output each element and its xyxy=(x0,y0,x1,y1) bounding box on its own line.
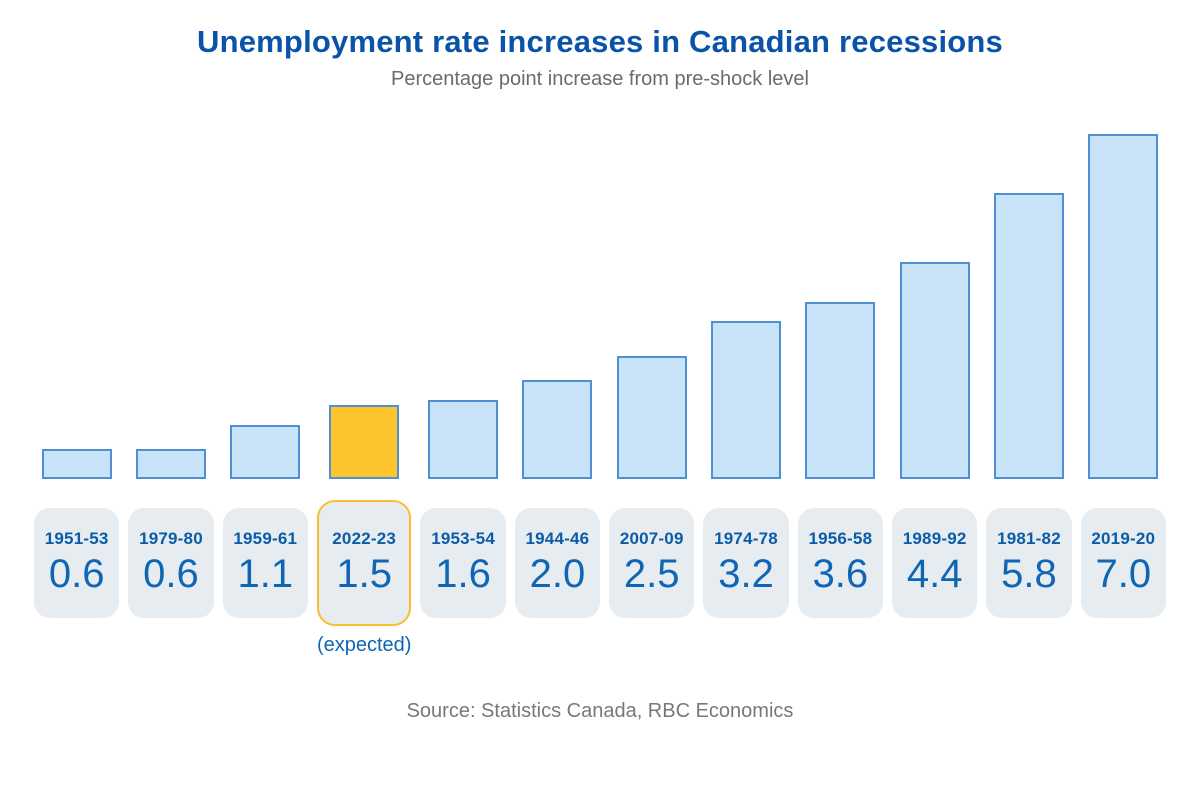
label-box-1944-46: 1944-46 2.0 xyxy=(514,508,601,618)
label-box-1974-78: 1974-78 3.2 xyxy=(703,508,789,618)
bar-area-2019-20 xyxy=(1081,129,1166,479)
label-box-wrap-1953-54: 1953-54 1.6 xyxy=(420,500,506,626)
bar-1989-92 xyxy=(899,262,970,479)
bar-area-1974-78 xyxy=(703,129,788,479)
chart-column-1959-61: 1959-61 1.1 xyxy=(222,129,308,666)
label-box-wrap-2007-09: 2007-09 2.5 xyxy=(609,500,695,626)
chart-title: Unemployment rate increases in Canadian … xyxy=(197,24,1003,59)
value-label-1979-80: 0.6 xyxy=(143,552,199,596)
label-box-1951-53: 1951-53 0.6 xyxy=(34,508,120,618)
bar-2007-09 xyxy=(616,356,687,479)
chart-column-1956-58: 1956-58 3.6 xyxy=(797,129,883,666)
expected-note: (expected) xyxy=(316,634,412,656)
value-label-2007-09: 2.5 xyxy=(623,552,680,596)
label-box-2007-09: 2007-09 2.5 xyxy=(609,508,695,618)
bar-1979-80 xyxy=(135,449,206,479)
year-label-1956-58: 1956-58 xyxy=(808,529,873,548)
chart-column-2019-20: 2019-20 7.0 xyxy=(1080,129,1166,666)
value-label-1951-53: 0.6 xyxy=(48,552,105,596)
bar-1981-82 xyxy=(993,193,1064,479)
bar-area-1944-46 xyxy=(515,129,600,479)
year-label-2007-09: 2007-09 xyxy=(619,529,684,548)
year-label-2022-23: 2022-23 xyxy=(332,529,397,548)
bar-chart: 1951-53 0.6 1979-80 0.6 1959-61 1.1 2022-23 1.5… xyxy=(34,129,1166,666)
value-label-1953-54: 1.6 xyxy=(435,552,491,596)
bar-1959-61 xyxy=(230,425,301,479)
highlighted-bar-2022-23 xyxy=(329,405,400,479)
label-box-wrap-1959-61: 1959-61 1.1 xyxy=(222,500,308,626)
label-box-1979-80: 1979-80 0.6 xyxy=(128,508,214,618)
label-box-wrap-1981-82: 1981-82 5.8 xyxy=(986,500,1072,626)
year-label-1974-78: 1974-78 xyxy=(714,529,778,548)
label-box-2019-20: 2019-20 7.0 xyxy=(1080,508,1166,618)
label-box-1989-92: 1989-92 4.4 xyxy=(892,508,978,618)
label-box-wrap-1989-92: 1989-92 4.4 xyxy=(892,500,978,626)
label-box-wrap-2022-23: 2022-23 1.5 xyxy=(316,500,412,626)
year-label-1981-82: 1981-82 xyxy=(997,529,1061,548)
year-label-2019-20: 2019-20 xyxy=(1091,529,1156,548)
chart-column-1979-80: 1979-80 0.6 xyxy=(128,129,214,666)
value-label-2019-20: 7.0 xyxy=(1095,552,1152,596)
bar-area-1979-80 xyxy=(128,129,213,479)
chart-column-1944-46: 1944-46 2.0 xyxy=(514,129,601,666)
year-label-1989-92: 1989-92 xyxy=(902,529,967,548)
value-label-1974-78: 3.2 xyxy=(718,552,774,596)
label-box-wrap-1956-58: 1956-58 3.6 xyxy=(797,500,883,626)
label-box-wrap-2019-20: 2019-20 7.0 xyxy=(1080,500,1166,626)
year-label-1944-46: 1944-46 xyxy=(525,529,590,548)
label-box-wrap-1974-78: 1974-78 3.2 xyxy=(703,500,789,626)
label-box-wrap-1951-53: 1951-53 0.6 xyxy=(34,500,120,626)
bar-1953-54 xyxy=(428,400,499,479)
bar-area-1959-61 xyxy=(223,129,308,479)
chart-column-1951-53: 1951-53 0.6 xyxy=(34,129,120,666)
chart-column-2022-23: 2022-23 1.5 (expected) xyxy=(316,129,412,666)
bar-1951-53 xyxy=(41,449,112,479)
year-label-1953-54: 1953-54 xyxy=(431,529,495,548)
bar-1974-78 xyxy=(711,321,782,479)
bar-1944-46 xyxy=(522,380,593,479)
label-box-1956-58: 1956-58 3.6 xyxy=(797,508,883,618)
bar-area-1981-82 xyxy=(986,129,1071,479)
chart-subtitle: Percentage point increase from pre-shock… xyxy=(391,68,809,90)
label-box-wrap-1944-46: 1944-46 2.0 xyxy=(514,500,601,626)
chart-header: Unemployment rate increases in Canadian … xyxy=(0,0,1200,91)
label-box-1981-82: 1981-82 5.8 xyxy=(986,508,1072,618)
chart-footer: Source: Statistics Canada, RBC Economics xyxy=(0,700,1200,723)
chart-column-1953-54: 1953-54 1.6 xyxy=(420,129,506,666)
label-box-2022-23: 2022-23 1.5 xyxy=(316,500,412,626)
year-label-1979-80: 1979-80 xyxy=(139,529,203,548)
chart-column-1981-82: 1981-82 5.8 xyxy=(986,129,1072,666)
year-label-1959-61: 1959-61 xyxy=(233,529,298,548)
bar-area-1953-54 xyxy=(420,129,505,479)
label-box-1959-61: 1959-61 1.1 xyxy=(222,508,308,618)
value-label-1956-58: 3.6 xyxy=(812,552,869,596)
value-label-1944-46: 2.0 xyxy=(529,552,586,596)
value-label-2022-23: 1.5 xyxy=(336,552,392,596)
bar-area-1989-92 xyxy=(892,129,977,479)
value-label-1989-92: 4.4 xyxy=(906,552,963,596)
chart-column-1974-78: 1974-78 3.2 xyxy=(703,129,789,666)
bar-area-2022-23 xyxy=(317,129,412,479)
value-label-1981-82: 5.8 xyxy=(1001,552,1057,596)
bar-area-2007-09 xyxy=(609,129,694,479)
bar-area-1956-58 xyxy=(798,129,883,479)
year-label-1951-53: 1951-53 xyxy=(44,529,109,548)
label-box-wrap-1979-80: 1979-80 0.6 xyxy=(128,500,214,626)
bar-1956-58 xyxy=(805,302,876,479)
chart-column-1989-92: 1989-92 4.4 xyxy=(892,129,978,666)
value-label-1959-61: 1.1 xyxy=(237,552,294,596)
label-box-1953-54: 1953-54 1.6 xyxy=(420,508,506,618)
source-note: Source: Statistics Canada, RBC Economics xyxy=(406,700,794,722)
bar-area-1951-53 xyxy=(34,129,119,479)
chart-column-2007-09: 2007-09 2.5 xyxy=(609,129,695,666)
bar-2019-20 xyxy=(1088,134,1159,479)
